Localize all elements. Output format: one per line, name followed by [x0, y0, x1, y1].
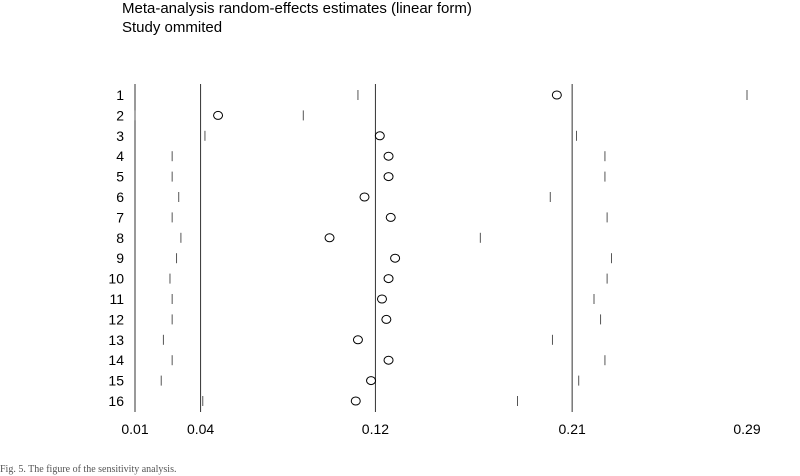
estimate-marker	[213, 110, 224, 120]
x-tick-label: 0.04	[187, 421, 214, 437]
study-label: 16	[108, 393, 124, 409]
study-label: 11	[109, 291, 124, 307]
x-tick-label: 0.29	[733, 421, 760, 437]
chart-title: Meta-analysis random-effects estimates (…	[122, 0, 472, 17]
study-label: 3	[116, 128, 124, 144]
estimate-marker	[383, 274, 394, 284]
x-tick-label: 0.12	[362, 421, 389, 437]
study-label: 15	[108, 373, 124, 389]
estimate-marker	[350, 396, 361, 406]
estimate-marker	[381, 314, 392, 324]
estimate-marker	[383, 172, 394, 182]
study-label: 1	[116, 87, 124, 103]
estimate-marker	[385, 212, 396, 222]
estimate-marker	[376, 294, 387, 304]
estimate-marker	[366, 376, 377, 386]
estimate-marker	[359, 192, 370, 202]
study-label: 13	[108, 332, 124, 348]
estimate-marker	[374, 131, 385, 141]
study-label: 6	[116, 189, 124, 205]
study-label: 7	[116, 209, 124, 225]
study-label: 8	[116, 230, 124, 246]
study-label: 14	[108, 352, 124, 368]
study-label: 9	[116, 250, 124, 266]
study-label: 12	[108, 311, 124, 327]
study-label: 2	[116, 107, 124, 123]
study-label: 4	[116, 148, 124, 164]
study-label: 10	[108, 271, 124, 287]
estimate-marker	[551, 90, 562, 100]
x-tick-label: 0.21	[559, 421, 586, 437]
estimate-marker	[390, 253, 401, 263]
estimate-marker	[383, 151, 394, 161]
estimate-marker	[383, 355, 394, 365]
figure-caption: Fig. 5. The figure of the sensitivity an…	[0, 464, 177, 475]
estimate-marker	[352, 335, 363, 345]
chart-subtitle: Study ommited	[122, 19, 223, 36]
estimate-marker	[324, 233, 335, 243]
study-label: 5	[116, 169, 124, 185]
x-tick-label: 0.01	[121, 421, 148, 437]
